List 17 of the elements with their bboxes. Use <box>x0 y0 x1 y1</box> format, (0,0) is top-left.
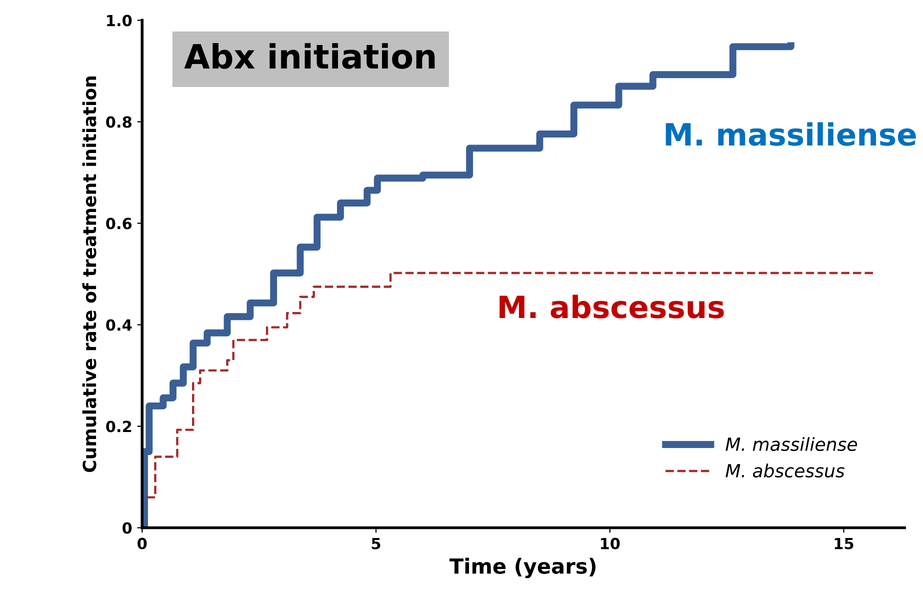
legend-label: M. massiliense <box>726 437 857 452</box>
legend-label: M. abscessus <box>726 464 844 478</box>
y-tick-label: 0 <box>122 522 132 534</box>
text: Abx initiation <box>184 43 435 69</box>
annotation: M. massiliense <box>666 122 916 146</box>
x-tick-label: 10 <box>600 538 620 550</box>
annotation: M. abscessus <box>500 294 724 318</box>
x-tick-label: 0 <box>138 538 147 550</box>
y-axis-title: Cumulative rate of treatment initiation <box>82 76 96 472</box>
y-tick-label: 1.0 <box>107 14 132 26</box>
x-tick-label: 5 <box>372 538 380 550</box>
y-tick-label: 0.4 <box>106 319 132 331</box>
y-tick-label: 0.2 <box>106 420 132 432</box>
y-tick-label: 0.8 <box>106 116 132 128</box>
y-tick-label: 0.6 <box>106 218 132 230</box>
x-axis-title: Time (years) <box>449 558 596 578</box>
x-tick-label: 15 <box>834 538 854 550</box>
